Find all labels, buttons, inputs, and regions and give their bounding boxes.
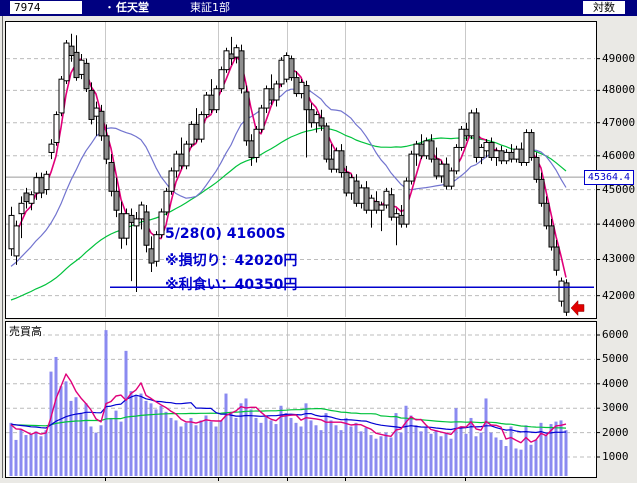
axis-tick-label: 48000 (602, 83, 636, 97)
axis-tick-label: 47000 (602, 115, 636, 129)
log-scale-button[interactable]: 対数 (583, 1, 625, 14)
axis-tick-label: 45000 (602, 182, 636, 196)
volume-pane-title: 売買高 (8, 323, 43, 339)
window-left-edge (2, 16, 3, 478)
title-bullet: ・ (104, 1, 115, 14)
market-label: 東証1部 (190, 1, 230, 14)
axis-tick-label: 5000 (602, 352, 629, 366)
current-price-badge: 45364.4 (584, 170, 634, 185)
axis-tick-label: 1000 (602, 450, 629, 463)
axis-tick-label: 4000 (602, 376, 629, 390)
axis-tick-label: 6000 (602, 328, 629, 341)
title-bar: 7974 ・ 任天堂 東証1部 対数 (0, 0, 637, 16)
trade-annotation-takeprofit: ※利食い：40350円 (165, 277, 298, 293)
axis-tick-label: 2000 (602, 425, 629, 439)
axis-tick-label: 46000 (602, 148, 636, 162)
axis-tick-label: 44000 (602, 217, 636, 231)
axis-tick-label: 42000 (602, 288, 636, 302)
stock-code-field[interactable]: 7974 (10, 1, 82, 14)
axis-tick-label: 43000 (602, 252, 636, 266)
axis-tick-label: 49000 (602, 51, 636, 65)
trade-annotation-entry: 5/28(0) 41600S (165, 226, 286, 242)
stock-name: 任天堂 (116, 1, 149, 14)
trade-annotation-stoploss: ※損切り：42020円 (165, 253, 298, 269)
axis-tick-label: 3000 (602, 401, 629, 415)
